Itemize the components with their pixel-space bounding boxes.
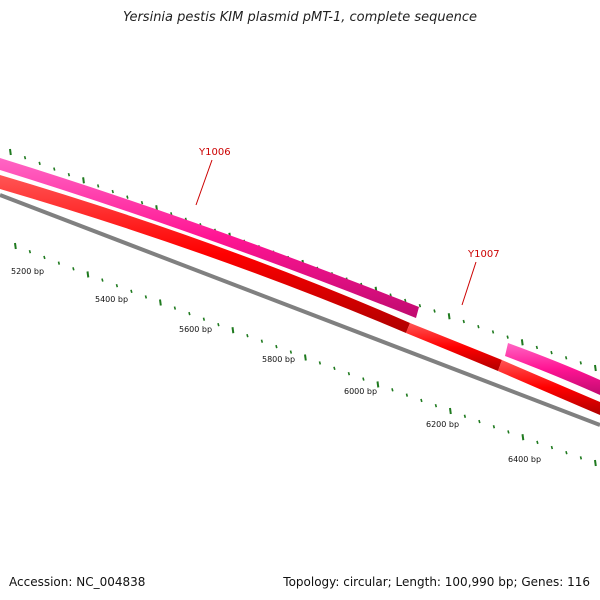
minor-tick xyxy=(289,350,293,354)
major-tick xyxy=(9,148,12,156)
major-tick xyxy=(594,364,597,372)
minor-tick xyxy=(115,284,119,288)
major-tick xyxy=(14,242,17,250)
minor-tick xyxy=(550,445,554,450)
minor-tick xyxy=(507,430,510,434)
cds-band-2[interactable] xyxy=(406,323,502,371)
minor-tick xyxy=(43,255,46,260)
minor-tick xyxy=(28,250,32,254)
minor-tick xyxy=(491,330,495,334)
minor-tick xyxy=(391,388,394,392)
scale-label-5400: 5400 bp xyxy=(95,295,128,304)
minor-tick xyxy=(564,356,568,360)
major-tick xyxy=(449,407,452,415)
minor-tick xyxy=(126,195,129,199)
minor-tick xyxy=(420,398,423,403)
minor-tick xyxy=(173,306,177,310)
leader-line-y1007 xyxy=(461,261,477,306)
minor-tick xyxy=(333,366,336,371)
minor-tick xyxy=(101,278,104,282)
minor-tick xyxy=(418,304,422,308)
minor-tick xyxy=(506,335,509,339)
minor-tick xyxy=(144,295,148,299)
minor-tick xyxy=(217,322,220,327)
scale-label-6000: 6000 bp xyxy=(344,387,377,396)
minor-tick xyxy=(202,317,206,321)
minor-tick xyxy=(362,377,365,381)
minor-tick xyxy=(433,309,436,313)
scale-label-5200: 5200 bp xyxy=(11,267,44,276)
outer-tick-marks xyxy=(9,148,597,372)
major-tick xyxy=(520,339,524,346)
gene-label-y1006[interactable]: Y1006 xyxy=(198,147,231,158)
gene-band-y1006[interactable] xyxy=(0,158,419,318)
major-tick xyxy=(304,354,307,361)
major-tick xyxy=(159,299,162,306)
minor-tick xyxy=(405,393,409,397)
minor-tick xyxy=(462,319,465,324)
scale-label-5800: 5800 bp xyxy=(262,355,295,364)
inner-tick-marks xyxy=(14,242,597,467)
minor-tick xyxy=(404,298,407,303)
minor-tick xyxy=(67,172,71,177)
minor-tick xyxy=(492,425,496,429)
minor-tick xyxy=(246,333,249,338)
minor-tick xyxy=(579,361,582,365)
minor-tick xyxy=(96,184,100,188)
minor-tick xyxy=(550,350,553,355)
major-tick xyxy=(86,271,90,278)
minor-tick xyxy=(477,325,480,329)
minor-tick xyxy=(434,404,438,408)
minor-tick xyxy=(57,261,61,265)
minor-tick xyxy=(53,167,56,171)
minor-tick xyxy=(275,344,278,349)
minor-tick xyxy=(130,289,133,294)
gene-label-y1007[interactable]: Y1007 xyxy=(467,249,500,260)
minor-tick xyxy=(347,372,351,376)
major-tick xyxy=(82,177,85,184)
major-tick xyxy=(521,434,525,441)
minor-tick xyxy=(72,267,75,271)
minor-tick xyxy=(140,200,144,205)
major-tick xyxy=(376,381,380,388)
minor-tick xyxy=(536,440,539,445)
minor-tick xyxy=(38,161,41,166)
minor-tick xyxy=(478,419,481,424)
minor-tick xyxy=(535,345,539,350)
cds-band-3[interactable] xyxy=(498,360,600,415)
gene-band-y1007[interactable] xyxy=(505,343,600,395)
sequence-backbone xyxy=(0,193,600,427)
minor-tick xyxy=(579,456,583,460)
minor-tick xyxy=(188,311,191,316)
minor-tick xyxy=(23,155,27,160)
scale-label-6400: 6400 bp xyxy=(508,455,541,464)
major-tick xyxy=(231,327,235,334)
accession-text: Accession: NC_004838 xyxy=(9,575,146,589)
major-tick xyxy=(594,459,597,467)
scale-label-5600: 5600 bp xyxy=(179,325,212,334)
major-tick xyxy=(447,313,451,320)
minor-tick xyxy=(111,189,114,194)
topology-summary: Topology: circular; Length: 100,990 bp; … xyxy=(283,575,590,589)
minor-tick xyxy=(565,451,568,455)
minor-tick xyxy=(260,339,264,343)
map-title: Yersinia pestis KIM plasmid pMT-1, compl… xyxy=(122,10,478,25)
leader-line-y1006 xyxy=(195,159,213,206)
minor-tick xyxy=(463,414,467,418)
scale-label-6200: 6200 bp xyxy=(426,420,459,429)
minor-tick xyxy=(318,361,322,365)
cds-band-1[interactable] xyxy=(0,175,410,333)
